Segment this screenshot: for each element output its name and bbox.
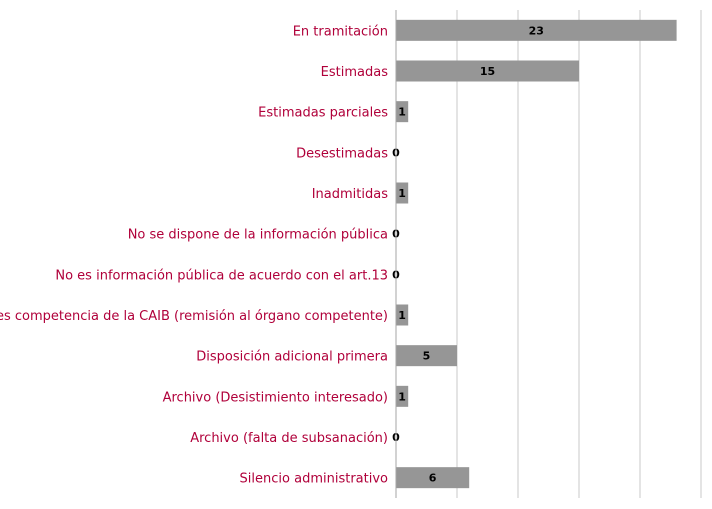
bar-4 [396,182,409,204]
bar-7 [396,304,409,326]
category-label-0: En tramitación [293,24,388,39]
value-label-9: 1 [398,390,406,403]
bar-8 [396,345,457,367]
category-label-4: Inadmitidas [312,187,388,202]
value-label-1: 15 [480,65,495,78]
category-label-7: No es competencia de la CAIB (remisión a… [0,309,388,324]
category-label-5: No se dispone de la información pública [128,228,388,243]
category-label-2: Estimadas parciales [258,106,388,121]
value-label-11: 6 [429,472,437,485]
gridlines [456,10,702,498]
category-label-11: Silencio administrativo [240,472,388,487]
value-label-2: 1 [398,106,406,119]
category-label-8: Disposición adicional primera [196,350,388,365]
category-label-3: Desestimadas [296,146,388,161]
bar-0 [396,19,677,41]
bar-9 [396,385,409,407]
value-label-7: 1 [398,309,406,322]
bar-2 [396,101,409,123]
value-label-0: 23 [529,24,544,37]
bars [396,19,677,489]
category-label-9: Archivo (Desistimiento interesado) [163,390,388,405]
category-label-6: No es información pública de acuerdo con… [55,268,388,283]
category-label-10: Archivo (falta de subsanación) [190,431,388,446]
bar-1 [396,60,579,82]
value-label-4: 1 [398,187,406,200]
value-label-8: 5 [423,350,431,363]
category-labels: En tramitación Estimadas Estimadas parcial… [0,24,388,486]
category-label-1: Estimadas [321,65,389,80]
bar-11 [396,467,470,489]
value-labels: 23151010015106 [392,24,544,484]
